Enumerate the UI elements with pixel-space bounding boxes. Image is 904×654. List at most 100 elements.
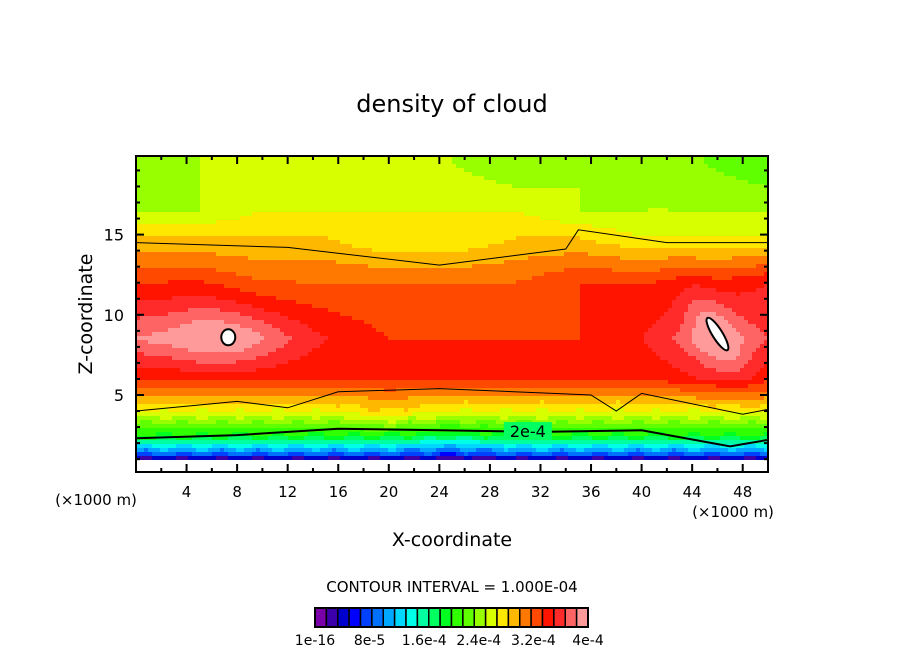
field-cell-level-23: [172, 344, 252, 348]
field-cell-level-13: [748, 420, 756, 424]
field-cell-level-20: [136, 296, 172, 300]
field-cell-level-15: [200, 168, 464, 172]
colorbar-swatch-7: [393, 607, 407, 628]
x-axis-ticks: 4 8 12 16 20 24 28 32 36 40 44 48: [160, 156, 752, 501]
field-cell-level-2: [496, 456, 516, 460]
field-cell-level-20: [300, 356, 660, 360]
field-cell-level-22: [736, 356, 752, 360]
colorbar-swatch-10: [428, 607, 441, 628]
field-cell-level-6: [136, 448, 144, 452]
field-cell-level-7: [288, 444, 304, 448]
contour-label-background: [503, 422, 552, 441]
field-cell-level-7: [328, 444, 344, 448]
field-cell-level-15: [760, 416, 768, 420]
field-cell-level-16: [284, 408, 312, 412]
field-cell-level-20: [716, 384, 748, 388]
field-cell-level-4: [252, 452, 268, 456]
field-cell-level-19: [376, 328, 580, 332]
field-cell-level-7: [552, 444, 568, 448]
field-cell-level-15: [576, 408, 584, 412]
field-cell-level-11: [272, 432, 284, 436]
field-cell-level-21: [752, 356, 768, 360]
field-cell-level-15: [312, 416, 320, 420]
field-cell-level-19: [136, 272, 236, 276]
field-cell-level-13: [460, 424, 480, 428]
field-cell-level-11: [704, 436, 720, 440]
field-cell-level-17: [740, 404, 760, 408]
colorbar-swatch-8: [405, 607, 419, 628]
field-cell-level-4: [288, 452, 304, 456]
field-cell-level-12: [588, 432, 612, 436]
field-cell-level-20: [580, 328, 648, 332]
field-cell-level-11: [572, 432, 588, 436]
field-cell-level-21: [652, 324, 680, 328]
field-cell-level-10: [436, 436, 456, 440]
field-cell-level-19: [328, 308, 580, 312]
field-cell-level-7: [576, 448, 584, 452]
field-cell-level-20: [580, 284, 692, 288]
field-cell-level-15: [416, 416, 436, 420]
field-cell-level-2: [720, 456, 744, 460]
field-cell-level-14: [700, 416, 724, 420]
field-cell-level-15: [272, 416, 284, 420]
field-cell-level-15: [688, 408, 700, 412]
field-cell-level-4: [628, 452, 644, 456]
field-cell-level-20: [280, 312, 340, 316]
field-cell-level-13: [736, 176, 768, 180]
field-cell-level-1: [472, 456, 496, 460]
field-cell-level-20: [760, 368, 768, 372]
field-cell-level-20: [668, 380, 764, 384]
field-cell-level-13: [704, 156, 768, 160]
colorbar-swatch-6: [382, 607, 396, 628]
field-cell-level-15: [652, 416, 660, 420]
field-cell-level-20: [136, 376, 696, 380]
field-cell-level-6: [624, 448, 636, 452]
field-cell-level-7: [728, 448, 736, 452]
field-cell-level-14: [548, 416, 576, 420]
field-cell-level-21: [740, 292, 768, 296]
field-cell-level-21: [280, 328, 312, 332]
field-cell-level-19: [136, 276, 252, 280]
field-cell-level-23: [168, 328, 252, 332]
field-cell-level-8: [268, 444, 288, 448]
field-cell-level-5: [304, 452, 328, 456]
field-cell-level-4: [668, 452, 684, 456]
field-cell-level-13: [724, 172, 768, 176]
field-cell-level-21: [136, 316, 140, 320]
field-cell-level-5: [568, 452, 592, 456]
field-cell-level-22: [684, 320, 696, 324]
colorbar-tick-label: 3.2e-4: [511, 633, 556, 649]
field-cell-level-14: [208, 416, 236, 420]
field-cell-level-6: [396, 448, 404, 452]
field-cell-level-4: [328, 452, 344, 456]
field-cell-level-12: [736, 432, 764, 436]
field-cell-level-13: [632, 420, 644, 424]
field-cell-level-22: [140, 316, 252, 320]
field-cell-level-5: [760, 452, 768, 456]
field-cell-level-1: [436, 456, 464, 460]
field-cell-level-16: [380, 408, 404, 412]
field-cell-level-21: [668, 308, 688, 312]
field-cell-level-8: [532, 444, 552, 448]
field-cell-level-18: [216, 268, 564, 272]
field-cell-level-17: [136, 400, 464, 404]
field-cell-level-15: [136, 412, 360, 416]
field-cell-level-6: [676, 448, 688, 452]
field-cell-level-23: [136, 336, 264, 340]
field-cell-level-8: [420, 440, 480, 444]
field-cell-level-16: [540, 400, 544, 404]
field-cell-level-19: [136, 280, 168, 284]
field-cell-level-11: [668, 436, 684, 440]
field-cell-level-21: [288, 340, 324, 344]
field-cell-level-5: [560, 448, 564, 452]
field-cell-level-21: [744, 364, 764, 368]
field-cell-level-14: [452, 160, 704, 164]
field-cell-level-16: [584, 408, 612, 412]
field-cell-level-7: [536, 448, 548, 452]
field-cell-level-14: [136, 204, 200, 208]
field-cell-level-7: [236, 448, 244, 452]
field-cell-level-23: [696, 344, 740, 348]
field-cell-level-22: [684, 312, 700, 316]
field-cell-level-11: [484, 436, 488, 440]
field-cell-level-5: [476, 448, 492, 452]
